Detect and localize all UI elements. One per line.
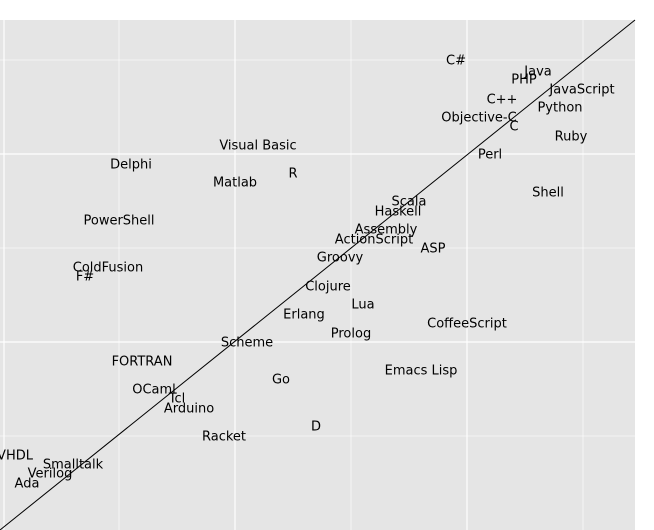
- point-label: Python: [537, 101, 582, 116]
- point-label: Visual Basic: [219, 139, 296, 154]
- point-label: Haskell: [375, 205, 422, 220]
- point-label: Scala: [392, 195, 427, 210]
- point-labels: C#JavaPHPJavaScriptC++PythonObjective-CC…: [0, 54, 615, 492]
- point-label: JavaScript: [548, 83, 614, 98]
- point-label: C#: [446, 54, 466, 69]
- point-label: R: [288, 167, 297, 182]
- point-label: Java: [523, 65, 551, 80]
- point-label: C++: [487, 93, 518, 108]
- point-label: Smalltalk: [43, 458, 104, 473]
- point-label: ColdFusion: [73, 261, 143, 276]
- point-label: CoffeeScript: [427, 317, 507, 332]
- point-label: Go: [272, 373, 290, 388]
- point-label: Matlab: [213, 176, 257, 191]
- grid-lines: [0, 20, 635, 530]
- point-label: Ruby: [555, 130, 588, 145]
- point-label: Ada: [15, 477, 40, 492]
- point-label: Tcl: [168, 392, 186, 407]
- point-label: Lua: [351, 298, 374, 313]
- point-label: VHDL: [0, 449, 34, 464]
- point-label: Perl: [478, 148, 502, 163]
- point-label: Prolog: [331, 327, 371, 342]
- point-label: Scheme: [221, 336, 273, 351]
- point-label: Racket: [202, 430, 246, 445]
- point-label: Erlang: [283, 308, 325, 323]
- point-label: FORTRAN: [112, 355, 173, 370]
- point-label: Verilog: [28, 467, 73, 482]
- point-label: D: [311, 420, 321, 435]
- point-label: Arduino: [164, 402, 214, 417]
- point-label: Groovy: [317, 251, 364, 266]
- point-label: Clojure: [305, 280, 351, 295]
- point-label: Delphi: [110, 158, 152, 173]
- point-label: PowerShell: [83, 214, 154, 229]
- point-label: Assembly: [355, 223, 418, 238]
- point-label: C: [509, 120, 518, 135]
- point-label: ASP: [421, 242, 446, 257]
- point-label: Emacs Lisp: [385, 364, 458, 379]
- point-label: Objective-C: [441, 111, 516, 126]
- point-label: Shell: [532, 186, 564, 201]
- reference-line: [0, 19, 636, 530]
- point-label: OCaml: [132, 383, 176, 398]
- point-label: PHP: [511, 73, 537, 88]
- point-label: F#: [76, 270, 94, 285]
- point-label: ActionScript: [335, 233, 413, 248]
